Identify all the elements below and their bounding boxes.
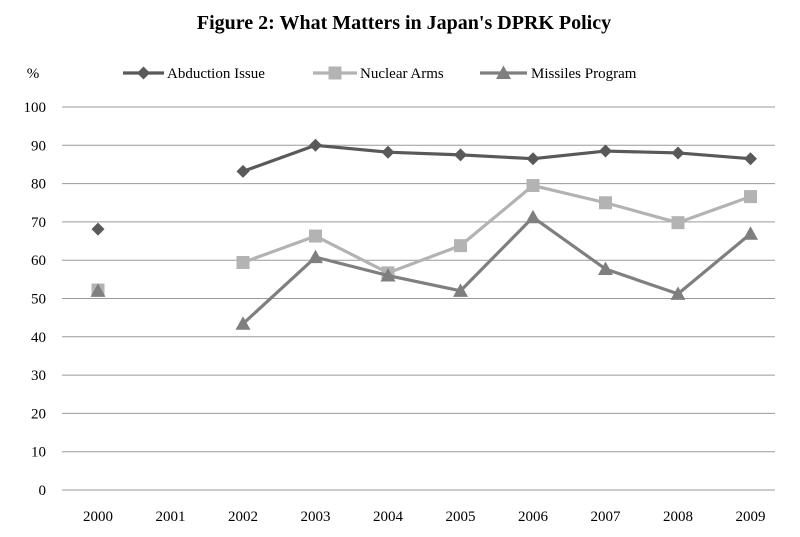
- x-tick-label-2000: 2000: [83, 509, 113, 525]
- x-tick-label-2009: 2009: [736, 509, 766, 525]
- y-tick-label-0: 0: [39, 483, 47, 499]
- series-nuclear-arms: [91, 179, 757, 297]
- point-nuclear-arms-2007: [599, 196, 612, 210]
- point-missiles-program-2002: [235, 316, 251, 330]
- series-missiles-program: [90, 209, 758, 330]
- point-missiles-program-2008: [670, 286, 686, 300]
- x-tick-label-2008: 2008: [663, 509, 693, 525]
- x-tick-label-2004: 2004: [373, 509, 404, 525]
- legend: Abduction Issue Nuclear Arms Missiles Prog…: [123, 65, 637, 82]
- gridlines: [62, 106, 775, 491]
- point-abduction-issue-2003: [309, 138, 322, 152]
- legend-marker-missiles-program: [496, 65, 511, 79]
- point-nuclear-arms-2005: [454, 239, 467, 253]
- y-tick-label-100: 100: [24, 100, 47, 116]
- series-line-abduction-issue-1: [242, 143, 751, 173]
- x-axis-ticks: 2000 2001 2002 2003 2004 2005 2006 2007 2008 2009: [83, 509, 766, 525]
- legend-marker-nuclear-arms: [328, 66, 342, 80]
- y-tick-label-70: 70: [31, 215, 46, 231]
- point-nuclear-arms-2009: [744, 190, 757, 204]
- y-tick-label-20: 20: [31, 406, 46, 422]
- point-missiles-program-2009: [743, 226, 758, 240]
- point-abduction-issue-2009: [744, 152, 757, 166]
- series-line-nuclear-arms-1: [242, 183, 752, 275]
- x-tick-label-2003: 2003: [301, 509, 331, 525]
- point-missiles-program-2004: [380, 268, 396, 282]
- series-line-missiles-program-1: [241, 215, 752, 325]
- x-tick-label-2006: 2006: [518, 509, 549, 525]
- point-nuclear-arms-2002: [236, 255, 250, 269]
- point-missiles-program-2005: [453, 283, 468, 297]
- point-abduction-issue-2007: [599, 144, 612, 158]
- chart-title: Figure 2: What Matters in Japan's DPRK P…: [197, 12, 611, 34]
- point-abduction-issue-2002: [236, 164, 250, 178]
- legend-item-missiles-program: Missiles Program: [480, 65, 637, 82]
- legend-item-nuclear-arms: Nuclear Arms: [313, 66, 444, 82]
- y-tick-label-90: 90: [31, 138, 46, 154]
- y-tick-label-50: 50: [31, 292, 46, 308]
- point-abduction-issue-2006: [526, 152, 540, 166]
- point-nuclear-arms-2006: [526, 179, 540, 193]
- point-missiles-program-2007: [598, 261, 613, 276]
- x-tick-label-2007: 2007: [591, 509, 622, 525]
- x-tick-label-2005: 2005: [446, 509, 476, 525]
- y-tick-label-80: 80: [31, 177, 46, 193]
- legend-label-missiles-program: Missiles Program: [531, 66, 637, 82]
- y-axis-ticks: 0 10 20 30 40 50 60 70 80 90 100: [24, 100, 47, 499]
- x-tick-label-2001: 2001: [156, 509, 186, 525]
- point-missiles-program-2000: [90, 283, 106, 297]
- point-abduction-issue-2000: [91, 222, 105, 236]
- point-abduction-issue-2005: [454, 148, 467, 162]
- legend-label-nuclear-arms: Nuclear Arms: [360, 66, 444, 82]
- point-missiles-program-2006: [525, 209, 541, 224]
- point-nuclear-arms-2003: [309, 229, 322, 243]
- point-abduction-issue-2004: [381, 145, 395, 159]
- y-tick-label-30: 30: [31, 368, 46, 384]
- y-axis-unit-label: %: [27, 66, 40, 82]
- point-abduction-issue-2008: [671, 146, 685, 160]
- point-nuclear-arms-2008: [671, 216, 685, 230]
- series-layer: [90, 138, 758, 330]
- series-abduction-issue: [91, 138, 757, 236]
- point-missiles-program-2003: [308, 249, 323, 264]
- x-tick-label-2002: 2002: [228, 509, 258, 525]
- y-tick-label-40: 40: [31, 330, 46, 346]
- legend-label-abduction-issue: Abduction Issue: [167, 66, 265, 82]
- legend-item-abduction-issue: Abduction Issue: [123, 66, 265, 82]
- y-tick-label-60: 60: [31, 253, 46, 269]
- y-tick-label-10: 10: [31, 445, 46, 461]
- legend-marker-abduction-issue: [137, 66, 150, 80]
